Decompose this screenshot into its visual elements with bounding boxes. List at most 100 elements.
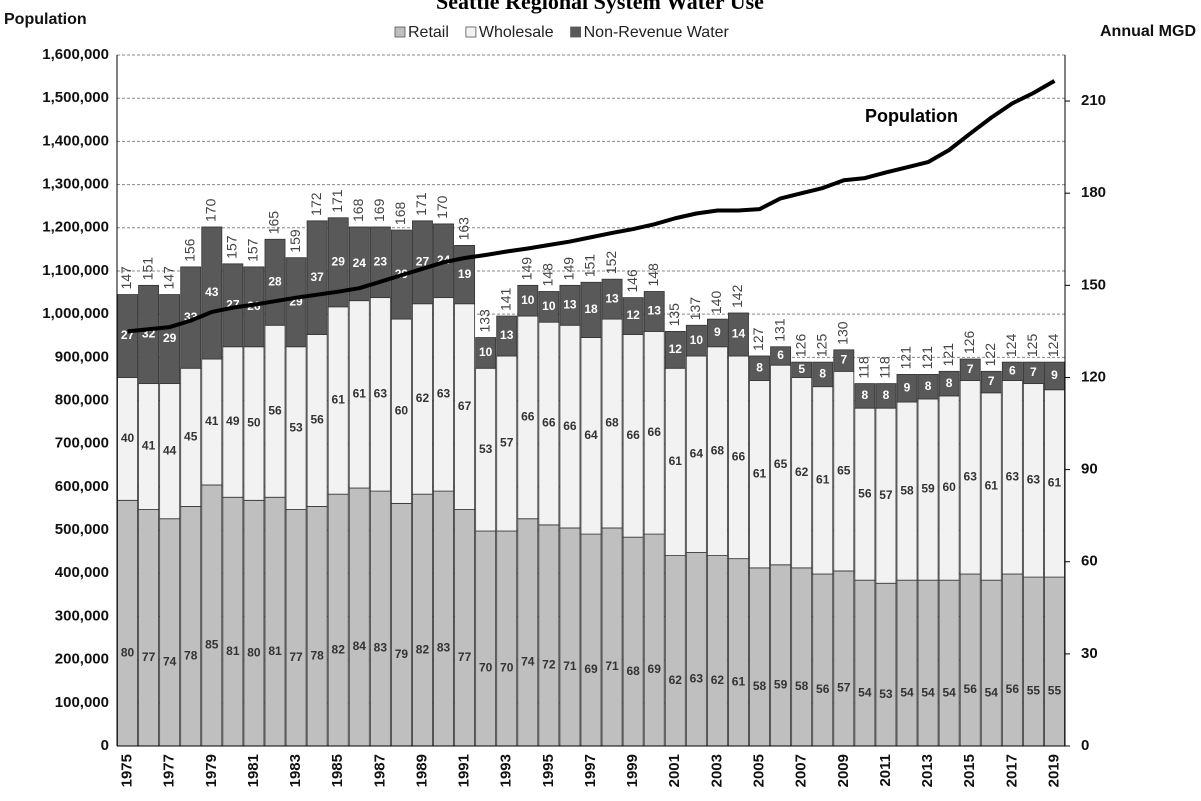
- bar-segment: [622, 297, 644, 335]
- total-label: 159: [287, 229, 303, 253]
- data-label: 64: [584, 428, 598, 442]
- data-label: 61: [669, 454, 683, 468]
- bar-segment: [896, 373, 918, 403]
- data-label: 8: [756, 360, 763, 374]
- bar-segment: [854, 579, 876, 747]
- y2-tick-label: 90: [1081, 461, 1098, 478]
- data-label: 61: [732, 675, 746, 689]
- bar-segment: [875, 582, 897, 747]
- data-label: 53: [879, 687, 893, 701]
- data-label: 78: [184, 648, 198, 662]
- data-label: 10: [479, 345, 493, 359]
- data-label: 69: [648, 662, 662, 676]
- total-label: 130: [835, 321, 851, 345]
- data-label: 7: [1030, 365, 1037, 379]
- bar-segment: [601, 527, 623, 747]
- data-label: 78: [310, 648, 324, 662]
- data-label: 64: [690, 446, 704, 460]
- y-tick-label: 200,000: [55, 651, 109, 668]
- x-tick-label: 1977: [161, 754, 178, 787]
- total-label: 133: [476, 309, 492, 333]
- x-tick-label: 1979: [203, 754, 220, 787]
- x-tick-label: 1995: [540, 754, 557, 787]
- total-label: 141: [497, 287, 513, 311]
- bar-segment: [980, 579, 1002, 747]
- y-tick-label: 1,000,000: [42, 305, 109, 322]
- data-label: 6: [777, 348, 784, 362]
- data-label: 8: [862, 388, 869, 402]
- y-tick-label: 800,000: [55, 391, 109, 408]
- x-tick-label: 1997: [582, 754, 599, 787]
- total-label: 157: [245, 238, 261, 262]
- data-label: 54: [921, 685, 935, 699]
- total-label: 157: [224, 235, 240, 259]
- total-label: 165: [266, 211, 282, 235]
- bar-segment: [306, 220, 328, 335]
- legend-label: Wholesale: [479, 24, 554, 41]
- data-label: 66: [563, 419, 577, 433]
- data-label: 61: [1048, 476, 1062, 490]
- data-label: 81: [268, 644, 282, 658]
- data-label: 54: [942, 685, 956, 699]
- data-label: 81: [226, 644, 240, 658]
- total-label: 168: [392, 201, 408, 225]
- y2-tick-label: 120: [1081, 368, 1106, 385]
- total-label: 151: [582, 254, 598, 278]
- bar-segment: [812, 361, 834, 388]
- y-tick-label: 300,000: [55, 607, 109, 624]
- data-label: 65: [774, 457, 788, 471]
- data-label: 24: [353, 256, 367, 270]
- bar-segment: [959, 358, 981, 381]
- bar-segment: [706, 318, 728, 348]
- data-label: 61: [753, 466, 767, 480]
- total-label: 122: [982, 343, 998, 367]
- y2-tick-label: 210: [1081, 92, 1106, 109]
- y-tick-label: 500,000: [55, 521, 109, 538]
- data-label: 66: [732, 449, 746, 463]
- y-tick-label: 0: [101, 737, 109, 754]
- data-label: 55: [1027, 684, 1041, 698]
- data-label: 57: [500, 436, 514, 450]
- data-label: 56: [268, 403, 282, 417]
- data-label: 50: [247, 416, 261, 430]
- bar-segment: [580, 533, 602, 747]
- data-label: 66: [626, 428, 640, 442]
- bar-segment: [791, 361, 813, 378]
- x-tick-label: 1987: [371, 754, 388, 787]
- bar-segment: [896, 579, 918, 747]
- data-label: 62: [669, 673, 683, 687]
- bar-segment: [791, 567, 813, 747]
- data-label: 85: [205, 638, 219, 652]
- data-label: 13: [500, 328, 514, 342]
- bar-segment: [285, 257, 307, 348]
- data-label: 55: [1048, 684, 1062, 698]
- bar-segment: [348, 226, 370, 302]
- data-label: 59: [774, 678, 788, 692]
- data-label: 56: [964, 682, 978, 696]
- data-label: 14: [732, 327, 746, 341]
- data-label: 63: [690, 671, 704, 685]
- x-tick-label: 2019: [1045, 754, 1062, 787]
- data-label: 62: [711, 673, 725, 687]
- bar-segment: [412, 220, 433, 305]
- bar-segment: [601, 278, 623, 320]
- data-label: 5: [798, 362, 805, 376]
- bar-segment: [243, 499, 265, 747]
- data-label: 41: [142, 439, 156, 453]
- bar-segment: [222, 496, 244, 747]
- bar-segment: [306, 506, 328, 747]
- total-label: 172: [308, 192, 324, 216]
- total-label: 127: [750, 327, 766, 351]
- y-tick-label: 100,000: [55, 694, 109, 711]
- data-label: 10: [542, 299, 556, 313]
- total-label: 137: [687, 297, 703, 321]
- total-label: 142: [729, 284, 745, 308]
- total-label: 168: [350, 198, 366, 222]
- bar-segment: [412, 493, 433, 747]
- bar-segment: [622, 536, 644, 747]
- total-label: 131: [771, 318, 787, 342]
- data-label: 10: [521, 293, 535, 307]
- total-label: 124: [1045, 334, 1061, 358]
- bar-segment: [517, 518, 539, 747]
- data-label: 83: [437, 641, 451, 655]
